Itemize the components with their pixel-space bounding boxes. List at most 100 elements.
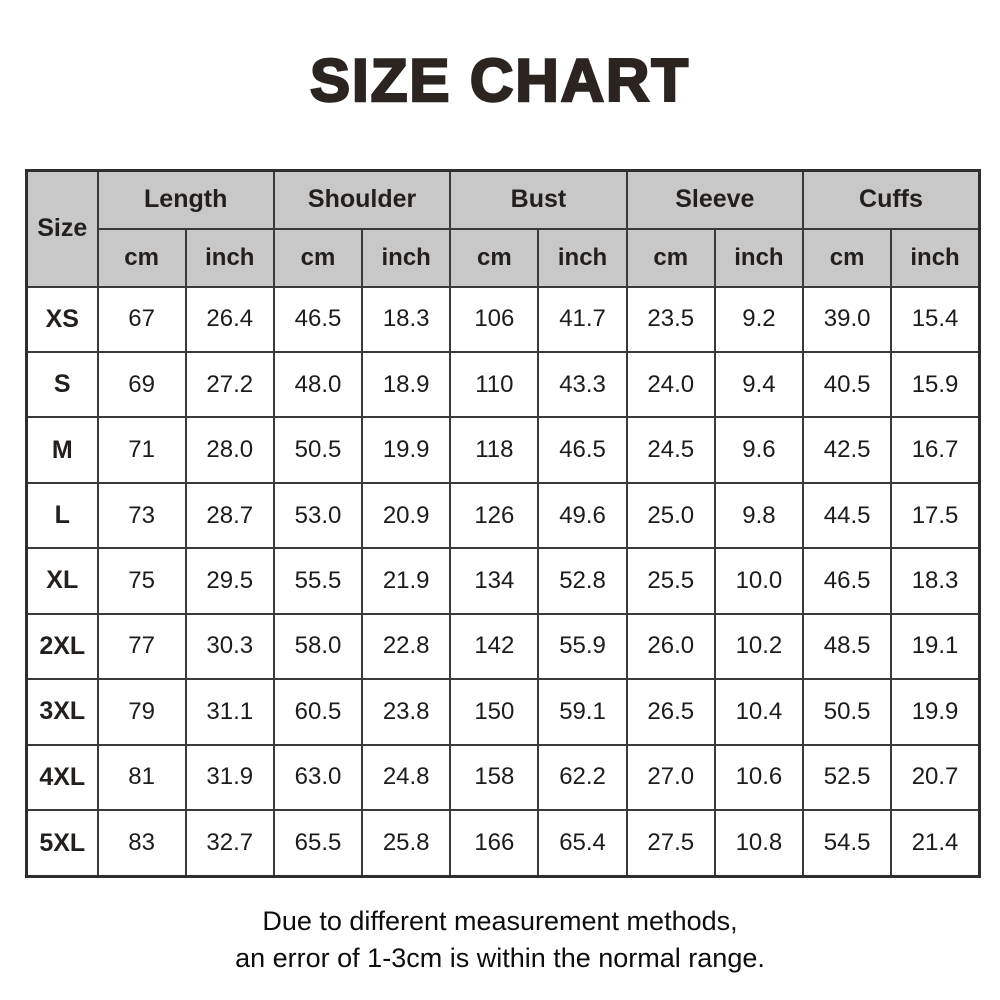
value-cell: 41.7 (537, 285, 628, 353)
value-cell: 9.2 (713, 285, 805, 353)
value-cell: 28.7 (184, 481, 275, 550)
size-cell: S (25, 350, 99, 419)
value-cell: 106 (449, 285, 540, 353)
value-cell: 10.8 (713, 809, 805, 878)
table-row-5xl: 5XL 83 32.7 65.5 25.8 166 65.4 27.5 10.8… (25, 809, 981, 878)
value-cell: 15.9 (890, 350, 981, 419)
value-cell: 50.5 (802, 678, 893, 746)
value-cell: 29.5 (184, 547, 275, 615)
value-cell: 39.0 (802, 285, 893, 353)
page-title: SIZE CHART (309, 46, 690, 116)
value-cell: 19.9 (361, 416, 452, 484)
value-cell: 28.0 (184, 416, 275, 484)
value-cell: 118 (449, 416, 540, 484)
value-cell: 44.5 (802, 481, 893, 550)
unit-cell-length-cm: cm (96, 227, 187, 288)
value-cell: 69 (96, 350, 187, 419)
measurement-note-line1: Due to different measurement methods, (262, 906, 738, 936)
value-cell: 27.2 (184, 350, 275, 419)
value-cell: 24.0 (625, 350, 716, 419)
value-cell: 16.7 (890, 416, 981, 484)
value-cell: 65.5 (272, 809, 364, 878)
table-row-xl: XL 75 29.5 55.5 21.9 134 52.8 25.5 10.0 … (25, 547, 981, 615)
value-cell: 18.9 (361, 350, 452, 419)
value-cell: 46.5 (802, 547, 893, 615)
header-cell-length: Length (96, 169, 275, 230)
value-cell: 20.7 (890, 743, 981, 812)
table-row-3xl: 3XL 79 31.1 60.5 23.8 150 59.1 26.5 10.4… (25, 678, 981, 746)
value-cell: 134 (449, 547, 540, 615)
size-cell: M (25, 416, 99, 484)
value-cell: 10.6 (713, 743, 805, 812)
value-cell: 65.4 (537, 809, 628, 878)
value-cell: 19.1 (890, 612, 981, 681)
unit-cell-sleeve-inch: inch (713, 227, 805, 288)
size-chart-table: Size Length Shoulder Bust Sleeve Cuffs c… (25, 169, 981, 878)
value-cell: 25.8 (361, 809, 452, 878)
value-cell: 73 (96, 481, 187, 550)
measurement-note: Due to different measurement methods, an… (0, 903, 1000, 977)
size-cell: 3XL (25, 678, 99, 746)
value-cell: 22.8 (361, 612, 452, 681)
value-cell: 50.5 (272, 416, 364, 484)
unit-cell-shoulder-cm: cm (272, 227, 364, 288)
value-cell: 62.2 (537, 743, 628, 812)
value-cell: 71 (96, 416, 187, 484)
value-cell: 166 (449, 809, 540, 878)
table-row-l: L 73 28.7 53.0 20.9 126 49.6 25.0 9.8 44… (25, 481, 981, 550)
value-cell: 59.1 (537, 678, 628, 746)
value-cell: 24.8 (361, 743, 452, 812)
size-cell: 2XL (25, 612, 99, 681)
header-cell-size: Size (25, 169, 99, 288)
size-cell: XS (25, 285, 99, 353)
unit-cell-cuffs-inch: inch (890, 227, 981, 288)
value-cell: 43.3 (537, 350, 628, 419)
header-unit-row: cm inch cm inch cm inch cm inch cm inch (27, 227, 981, 288)
value-cell: 48.5 (802, 612, 893, 681)
size-cell: 5XL (25, 809, 99, 878)
value-cell: 54.5 (802, 809, 893, 878)
value-cell: 18.3 (890, 547, 981, 615)
unit-cell-bust-cm: cm (449, 227, 540, 288)
unit-cell-shoulder-inch: inch (361, 227, 452, 288)
value-cell: 150 (449, 678, 540, 746)
value-cell: 10.0 (713, 547, 805, 615)
size-cell: 4XL (25, 743, 99, 812)
value-cell: 63.0 (272, 743, 364, 812)
value-cell: 40.5 (802, 350, 893, 419)
value-cell: 26.0 (625, 612, 716, 681)
value-cell: 60.5 (272, 678, 364, 746)
value-cell: 58.0 (272, 612, 364, 681)
header-cell-cuffs: Cuffs (802, 169, 981, 230)
measurement-note-line2: an error of 1-3cm is within the normal r… (235, 943, 765, 973)
value-cell: 17.5 (890, 481, 981, 550)
table-row-s: S 69 27.2 48.0 18.9 110 43.3 24.0 9.4 40… (25, 350, 981, 419)
value-cell: 9.8 (713, 481, 805, 550)
value-cell: 23.8 (361, 678, 452, 746)
value-cell: 30.3 (184, 612, 275, 681)
value-cell: 49.6 (537, 481, 628, 550)
value-cell: 46.5 (272, 285, 364, 353)
value-cell: 20.9 (361, 481, 452, 550)
value-cell: 53.0 (272, 481, 364, 550)
value-cell: 48.0 (272, 350, 364, 419)
value-cell: 83 (96, 809, 187, 878)
value-cell: 26.5 (625, 678, 716, 746)
value-cell: 21.9 (361, 547, 452, 615)
value-cell: 52.8 (537, 547, 628, 615)
value-cell: 46.5 (537, 416, 628, 484)
value-cell: 81 (96, 743, 187, 812)
unit-cell-length-inch: inch (184, 227, 275, 288)
value-cell: 126 (449, 481, 540, 550)
value-cell: 75 (96, 547, 187, 615)
value-cell: 77 (96, 612, 187, 681)
value-cell: 31.9 (184, 743, 275, 812)
header-cell-bust: Bust (449, 169, 628, 230)
size-cell: L (25, 481, 99, 550)
value-cell: 42.5 (802, 416, 893, 484)
value-cell: 9.4 (713, 350, 805, 419)
value-cell: 10.4 (713, 678, 805, 746)
value-cell: 79 (96, 678, 187, 746)
value-cell: 21.4 (890, 809, 981, 878)
